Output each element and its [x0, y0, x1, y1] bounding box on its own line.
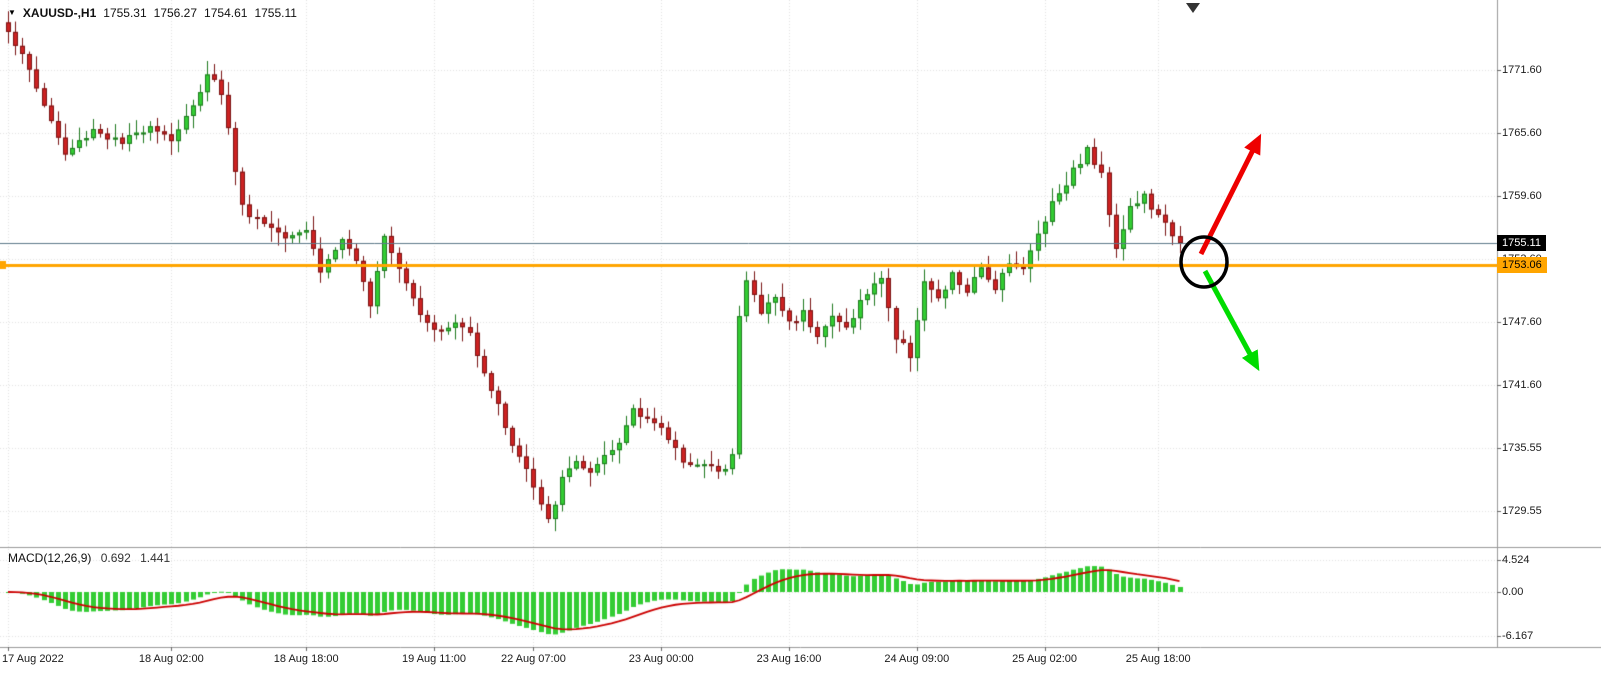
macd-indicator-label: MACD(12,26,9) 0.692 1.441: [8, 551, 170, 565]
chart-shift-marker-icon[interactable]: [1186, 3, 1200, 13]
macd-name: MACD(12,26,9): [8, 551, 92, 565]
dropdown-icon[interactable]: ▼: [8, 8, 16, 17]
current-price-badge: 1755.11: [1497, 235, 1546, 251]
ohlc-open: 1755.31: [103, 6, 147, 20]
chart-header: ▼ XAUUSD-,H1 1755.31 1756.27 1754.61 175…: [8, 6, 297, 20]
price-tick-label: 1729.55: [1502, 505, 1542, 518]
symbol-timeframe-label: XAUUSD-,H1: [22, 6, 97, 20]
macd-signal-value: 1.441: [140, 551, 171, 565]
time-axis-label: 17 Aug 2022: [2, 653, 64, 665]
hline-price-badge: 1753.06: [1497, 257, 1547, 273]
time-axis-label: 25 Aug 02:00: [1012, 653, 1078, 665]
macd-main-value: 0.692: [100, 551, 131, 565]
time-axis-label: 23 Aug 16:00: [756, 653, 822, 665]
ohlc-high: 1756.27: [153, 6, 198, 20]
ohlc-low: 1754.61: [204, 6, 248, 20]
price-tick-label: 1735.55: [1502, 442, 1542, 455]
time-axis-label: 19 Aug 11:00: [401, 653, 467, 665]
time-axis-label: 24 Aug 09:00: [884, 653, 950, 665]
time-axis-label: 22 Aug 07:00: [500, 653, 566, 665]
price-tick-label: 1771.60: [1502, 63, 1542, 76]
macd-tick-label: 0.00: [1502, 586, 1524, 598]
time-axis-label: 18 Aug 18:00: [273, 653, 339, 665]
macd-tick-label: 4.524: [1502, 554, 1530, 566]
time-axis-label: 25 Aug 18:00: [1125, 653, 1191, 665]
ohlc-close: 1755.11: [254, 6, 297, 20]
price-tick-label: 1747.60: [1502, 315, 1542, 328]
price-tick-label: 1759.60: [1502, 189, 1542, 202]
time-axis-label: 18 Aug 02:00: [138, 653, 204, 665]
macd-tick-label: -6.167: [1502, 629, 1534, 642]
time-axis-label: 23 Aug 00:00: [628, 653, 694, 665]
price-tick-label: 1765.60: [1502, 126, 1542, 139]
price-tick-label: 1741.60: [1502, 378, 1542, 391]
